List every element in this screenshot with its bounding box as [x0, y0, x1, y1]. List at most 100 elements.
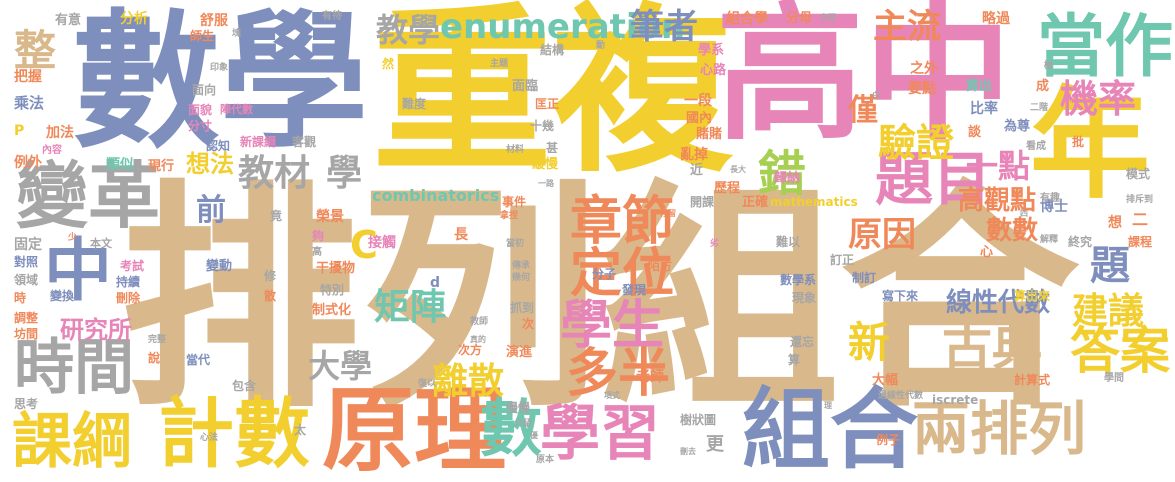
word-dingwei: 定位 [570, 244, 675, 304]
word-cheng: 成 [1036, 79, 1050, 94]
word-duoban: 多半 [566, 344, 671, 404]
word-leisi: 類似 [106, 157, 134, 173]
word-c: C [350, 223, 378, 267]
word-guina: 歸納 [774, 171, 801, 186]
word-zhuadao: 抓到 [510, 301, 535, 315]
word-you: 優 [530, 431, 538, 440]
word-fenzi: 分子 [592, 267, 617, 281]
word-sikao: 思考 [14, 397, 39, 411]
word-erjie: 二階 [1030, 103, 1049, 113]
word-cailiao: 材料 [506, 145, 525, 155]
word-jiechu: 接觸 [368, 235, 396, 251]
word-ran: 然 [382, 57, 395, 71]
word-mianxiang: 面向 [192, 83, 217, 97]
word-xiexialai: 寫下來 [882, 289, 919, 303]
word-liwai: 例外 [14, 155, 42, 171]
word-luandiao: 亂掉 [680, 147, 708, 163]
word-benwen: 本文 [90, 237, 112, 250]
word-chuancheng: 傳承 [512, 261, 531, 271]
word-jiaoxue: 教學 [376, 11, 441, 49]
word-tai: 太 [294, 423, 307, 437]
word-zheng: 整 [14, 26, 57, 75]
word-ji: 極 [1044, 61, 1054, 71]
word-san: 散 [264, 289, 277, 303]
word-chixu: 持續 [116, 275, 141, 289]
word-zuhexue: 組合學 [726, 11, 768, 27]
word-xin-heart: 心 [980, 245, 994, 260]
word-enumeration: enumeration [440, 7, 686, 47]
word-lueguo: 略過 [982, 11, 1010, 27]
word-geng: 更 [706, 434, 724, 455]
word-yidian: 一點 [966, 147, 1031, 185]
word-kancheng: 看成 [1026, 141, 1046, 152]
word-suanchu: 算出 [966, 79, 993, 94]
word-weizun: 為尊 [1004, 119, 1031, 134]
word-zhuliu: 主流 [873, 7, 941, 47]
word-guding: 固定 [14, 237, 42, 253]
word-haiwang: 還忘 [790, 335, 815, 349]
word-xinkegang: 新課綱 [240, 135, 277, 149]
word-kecheng: 課程 [1128, 235, 1153, 249]
word-zhuti: 主題 [490, 59, 509, 69]
word-chang: 長 [454, 227, 468, 243]
word-jianyi: 建議 [1072, 291, 1145, 332]
word-zhendaishu: 陣代數 [220, 103, 253, 116]
word-yuanyin: 原因 [848, 215, 916, 255]
word-shuxue: 數學 [72, 0, 368, 168]
word-qian: 前 [196, 193, 226, 228]
word-shisheng: 師生 [190, 29, 215, 43]
word-xin: 新 [848, 318, 891, 367]
word-mathematics: mathematics [770, 195, 858, 209]
word-youdai: 有待 [322, 11, 342, 22]
word-ganraowu: 干擾物 [316, 261, 356, 276]
word-xinlu: 心路 [700, 63, 727, 78]
word-suanchulai: 算出來 [1014, 289, 1051, 303]
word-jin-near: 近 [690, 163, 704, 178]
word-boshi: 博士 [1040, 199, 1068, 215]
word-tebie: 特別 [320, 283, 345, 297]
word-zhiwai: 之外 [910, 61, 938, 77]
word-shijian-event: 事件 [502, 195, 527, 209]
word-zhangjie: 章節 [570, 192, 675, 252]
word-jiaoshi: 教師 [470, 317, 489, 327]
word-dingli: 定理 [820, 13, 836, 22]
word-yiduan: 一段 [684, 93, 712, 109]
word-yanjin: 演進 [506, 345, 533, 360]
word-xianxing-daishu: 線性代數 [946, 288, 1051, 318]
word-zhongjiu: 終究 [1068, 235, 1093, 249]
word-jisuanshi: 計算式 [1014, 373, 1051, 387]
word-shuxuexi: 數學系 [780, 273, 817, 287]
word-shi: 時 [14, 291, 27, 305]
word-paichidao: 排斥到 [1126, 195, 1154, 205]
word-bai: 白 [872, 91, 880, 100]
word-gaoguandian: 高觀點 [958, 186, 1037, 216]
word-gudian: 古典 [942, 318, 1042, 376]
word-kuai: 塊 [232, 29, 242, 39]
word-mianlin: 面臨 [512, 79, 539, 94]
word-zhende: 真的 [470, 335, 486, 344]
word-xuesheng: 學生 [560, 296, 665, 356]
word-shufu: 舒服 [200, 13, 228, 29]
word-bianhuan: 變換 [50, 289, 75, 303]
word-nandu: 難度 [402, 97, 427, 111]
word-ti: 題 [1090, 243, 1130, 289]
word-ci: 次 [522, 317, 535, 331]
word-shuo: 說 [148, 351, 161, 365]
word-fencun: 分寸 [188, 119, 213, 133]
word-suan: 算 [788, 353, 801, 367]
word-licheng: 歷程 [714, 181, 741, 196]
word-shuzhuangtu: 樹狀圖 [680, 413, 717, 427]
word-cifang: 次方 [458, 343, 483, 357]
word-shao: 少 [68, 233, 78, 243]
word-duizhao: 對照 [14, 255, 39, 269]
word-manman: 慢慢 [506, 401, 531, 415]
word-timu: 題目 [875, 145, 992, 213]
word-neirong: 內容 [42, 145, 62, 156]
word-d: d [430, 275, 441, 291]
word-yanjiusuo: 研究所 [60, 316, 132, 344]
word-dangdai: 當代 [186, 353, 211, 367]
word-kuangzheng: 匡正 [535, 97, 560, 111]
word-gaozhong: 高中 [716, 0, 1012, 160]
word-keguan: 客觀 [292, 135, 317, 149]
word-tingliu: 停留 [660, 209, 676, 218]
